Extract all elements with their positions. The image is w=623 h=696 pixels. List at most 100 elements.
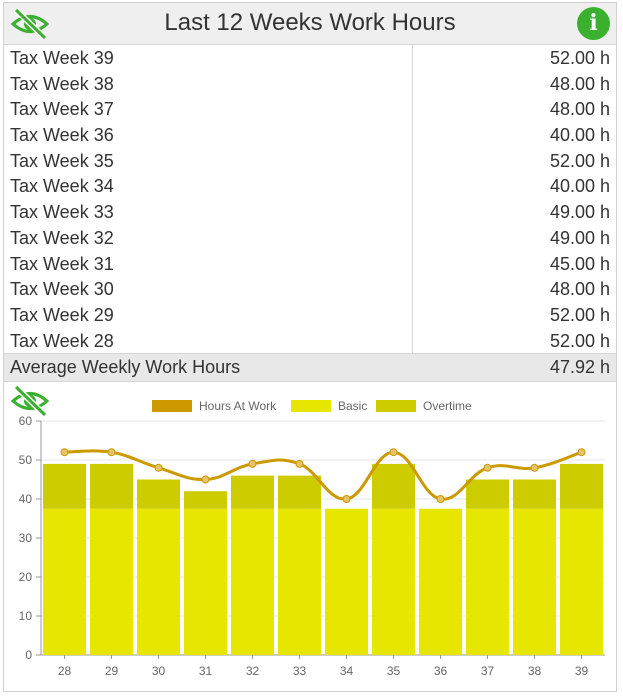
week-label: Tax Week 39 — [10, 48, 114, 68]
week-hours-value: 45.00 h — [549, 253, 610, 274]
week-label: Tax Week 29 — [10, 304, 114, 325]
week-label: Tax Week 37 — [10, 99, 114, 120]
bar-basic — [372, 508, 415, 655]
info-icon[interactable]: i — [577, 7, 610, 40]
week-hours-value: 40.00 h — [549, 176, 610, 197]
bar-basic — [278, 508, 321, 655]
line-point — [577, 448, 586, 457]
legend-swatch — [291, 400, 331, 412]
table-row: Tax Week 29 52.00 h — [4, 302, 616, 328]
x-tick-label: 29 — [105, 664, 119, 678]
y-tick-label: 0 — [25, 648, 32, 662]
week-hours-value: 49.00 h — [549, 227, 610, 248]
bar-overtime — [278, 475, 321, 509]
bar-basic — [137, 508, 180, 655]
bar-basic — [90, 508, 133, 655]
y-tick-label: 50 — [19, 453, 33, 467]
week-hours-value: 52.00 h — [549, 150, 610, 171]
table-row: Tax Week 34 40.00 h — [4, 173, 616, 199]
table-row: Tax Week 38 48.00 h — [4, 71, 616, 97]
week-hours-value: 40.00 h — [549, 125, 610, 146]
x-tick-label: 28 — [58, 664, 72, 678]
bar-overtime — [231, 475, 274, 509]
table-row: Tax Week 36 40.00 h — [4, 122, 616, 148]
week-label: Tax Week 32 — [10, 227, 114, 248]
x-tick-label: 32 — [246, 664, 260, 678]
line-point — [530, 463, 539, 472]
bar-overtime — [90, 463, 133, 509]
line-point — [60, 448, 69, 457]
x-tick-label: 35 — [387, 664, 401, 678]
average-row: Average Weekly Work Hours 47.92 h — [4, 353, 616, 382]
eye-slash-icon[interactable] — [10, 7, 50, 41]
column-divider — [412, 45, 413, 380]
week-label: Tax Week 35 — [10, 150, 114, 171]
week-hours-value: 52.00 h — [549, 330, 610, 351]
legend-swatch — [152, 400, 192, 412]
table-row: Tax Week 30 48.00 h — [4, 276, 616, 302]
bar-overtime — [560, 463, 603, 509]
x-tick-label: 31 — [199, 664, 213, 678]
table-row: Tax Week 28 52.00 h — [4, 328, 616, 354]
y-tick-label: 60 — [19, 414, 33, 428]
bar-overtime — [137, 479, 180, 509]
chart-eye-slash-icon[interactable] — [10, 384, 50, 418]
line-point — [248, 459, 257, 468]
y-tick-label: 40 — [19, 492, 33, 506]
week-label: Tax Week 38 — [10, 73, 114, 94]
x-tick-label: 36 — [434, 664, 448, 678]
average-label: Average Weekly Work Hours — [10, 357, 241, 377]
line-point — [201, 475, 210, 484]
bar-basic — [513, 508, 556, 655]
bar-overtime — [513, 479, 556, 509]
bar-basic — [560, 508, 603, 655]
line-point — [342, 495, 351, 503]
y-tick-label: 10 — [19, 609, 33, 623]
legend-label: Overtime — [423, 399, 472, 413]
line-point — [154, 463, 163, 472]
x-tick-label: 30 — [152, 664, 166, 678]
bar-basic — [231, 508, 274, 655]
y-tick-label: 20 — [19, 570, 33, 584]
table-row: Tax Week 33 49.00 h — [4, 199, 616, 225]
bar-basic — [43, 508, 86, 655]
weekly-hours-table: Tax Week 39 52.00 h Tax Week 38 48.00 h Tax … — [4, 45, 616, 353]
line-point — [107, 448, 116, 457]
week-label: Tax Week 36 — [10, 125, 114, 146]
table-row: Tax Week 37 48.00 h — [4, 96, 616, 122]
line-point — [389, 448, 398, 457]
x-tick-label: 34 — [340, 664, 354, 678]
bar-basic — [184, 508, 227, 655]
week-hours-value: 48.00 h — [549, 99, 610, 120]
bar-basic — [325, 508, 368, 655]
bar-overtime — [466, 479, 509, 509]
line-point — [483, 463, 492, 472]
table-row: Tax Week 35 52.00 h — [4, 148, 616, 174]
panel-header: Last 12 Weeks Work Hours i — [4, 3, 616, 45]
line-point — [436, 495, 445, 503]
x-tick-label: 33 — [293, 664, 307, 678]
info-glyph: i — [589, 10, 598, 36]
average-value: 47.92 h — [549, 357, 610, 377]
bar-basic — [466, 508, 509, 655]
y-tick-label: 30 — [19, 531, 33, 545]
week-hours-value: 52.00 h — [549, 304, 610, 325]
week-hours-value: 52.00 h — [549, 48, 610, 68]
table-row: Tax Week 31 45.00 h — [4, 251, 616, 277]
table-row: Tax Week 32 49.00 h — [4, 225, 616, 251]
legend-label: Hours At Work — [199, 399, 277, 413]
bar-basic — [419, 508, 462, 655]
week-label: Tax Week 31 — [10, 253, 114, 274]
week-label: Tax Week 33 — [10, 202, 114, 223]
line-point — [295, 459, 304, 468]
x-tick-label: 39 — [575, 664, 589, 678]
bar-overtime — [43, 463, 86, 509]
x-tick-label: 38 — [528, 664, 542, 678]
week-hours-value: 48.00 h — [549, 279, 610, 300]
page-title: Last 12 Weeks Work Hours — [164, 9, 456, 36]
legend-swatch — [376, 400, 416, 412]
week-label: Tax Week 30 — [10, 279, 114, 300]
x-tick-label: 37 — [481, 664, 495, 678]
week-hours-value: 49.00 h — [549, 202, 610, 223]
